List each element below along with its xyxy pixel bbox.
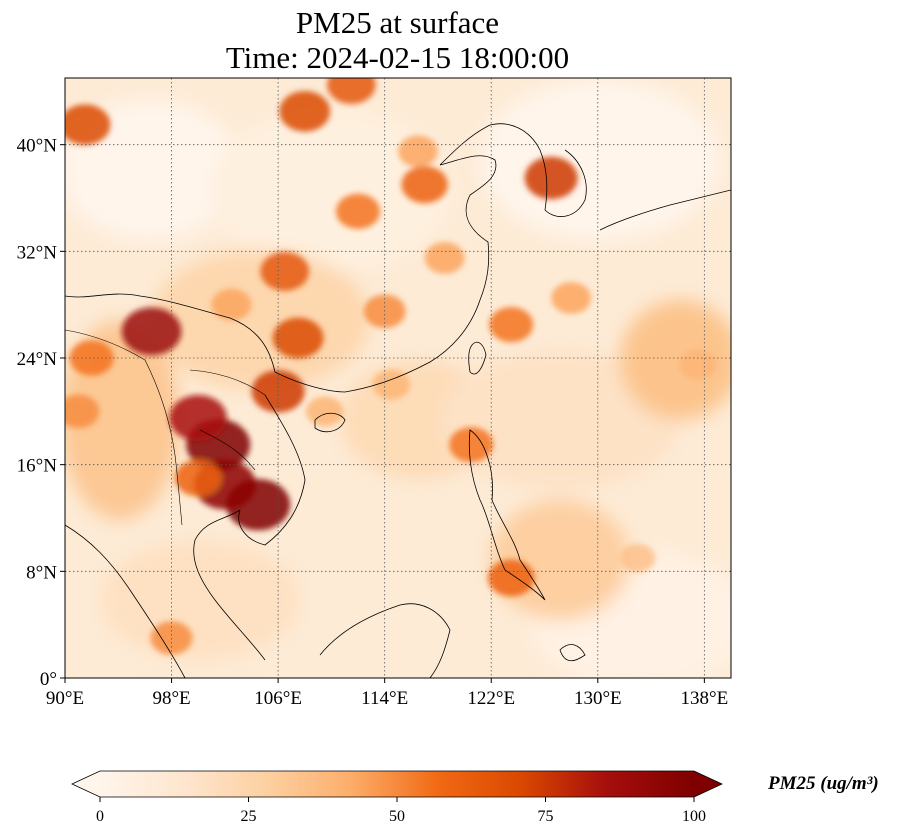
inland-borders [189, 369, 266, 471]
pm25-hotspot [305, 396, 344, 427]
gridlines [65, 78, 731, 678]
philippines-coast [468, 429, 546, 601]
plot-title-line2: Time: 2024-02-15 18:00:00 [225, 40, 570, 75]
vietnam-coast [238, 394, 306, 546]
pm25-hotspot [211, 288, 252, 321]
hainan-coast [314, 412, 346, 433]
pm25-hotspot [69, 340, 114, 376]
pm25-hotspot [272, 317, 324, 359]
colorbar-gradient [100, 771, 694, 797]
pm25-hotspot [620, 543, 656, 573]
china-coast [65, 155, 497, 393]
pm25-hotspot [175, 459, 222, 497]
lon-tick-label: 106°E [254, 688, 302, 709]
map-frame [64, 77, 732, 679]
colorbar-label: PM25 (ug/m³) [768, 773, 879, 794]
pm25-hotspot [424, 242, 465, 274]
colorbar: 0 25 50 75 100 [71, 770, 723, 825]
japan-coast [599, 189, 731, 231]
lon-tick-label: 138°E [681, 688, 729, 709]
colorbar-extend-low [72, 771, 100, 797]
lat-tick-label: 0° [40, 669, 57, 690]
pm25-hotspot [449, 426, 494, 463]
colorbar-tick-label: 50 [389, 808, 405, 825]
pm25-hotspot [121, 307, 182, 356]
lat-tick-label: 40°N [17, 136, 58, 157]
pm25-hotspot [327, 78, 376, 105]
coastlines [65, 123, 731, 678]
pm25-hotspot [169, 395, 227, 441]
lon-tick-label: 130°E [574, 688, 622, 709]
pm25-hotspot [401, 166, 448, 204]
colorbar-tick-label: 0 [96, 808, 104, 825]
lon-tick-label: 90°E [46, 688, 84, 709]
pm25-hotspot [551, 282, 592, 314]
border-lines [65, 329, 183, 526]
pm25-field [65, 78, 731, 678]
colorbar-tick-label: 75 [538, 808, 554, 825]
pm25-hotspot [335, 193, 381, 230]
lon-tick-label: 122°E [467, 688, 515, 709]
latitude-labels: 40°N 32°N 24°N 16°N 8°N 0° [17, 136, 65, 690]
pm25-hotspot [372, 369, 411, 400]
korea-coast [439, 123, 587, 217]
pm25-hotspot [279, 91, 331, 132]
malay-coast [193, 509, 266, 661]
pm25-hotspot [65, 394, 100, 429]
lat-tick-label: 8°N [26, 562, 57, 583]
borneo-coast [319, 603, 451, 678]
pm25-hotspot [524, 156, 578, 200]
pm25-hotspot [488, 559, 535, 597]
lon-tick-label: 98°E [152, 688, 190, 709]
taiwan-coast [468, 341, 487, 375]
pm25-hotspot [678, 349, 717, 380]
lat-tick-label: 16°N [17, 456, 58, 477]
pm25-hotspots [65, 78, 717, 655]
sumatra-coast [65, 524, 186, 678]
plot-title-line1: PM25 at surface [295, 5, 500, 40]
colorbar-tick-label: 25 [241, 808, 257, 825]
lat-tick-label: 32°N [17, 242, 58, 263]
pm25-hotspot [65, 104, 111, 145]
regional-shading [65, 80, 731, 678]
sulawesi-coast [559, 644, 586, 662]
colorbar-ticks: 0 25 50 75 100 [96, 797, 706, 825]
pm25-hotspot [489, 306, 534, 343]
lon-tick-label: 114°E [361, 688, 408, 709]
colorbar-tick-label: 100 [682, 808, 706, 825]
pm25-hotspot [260, 251, 310, 291]
colorbar-extend-high [694, 771, 722, 797]
lat-tick-label: 24°N [17, 349, 58, 370]
longitude-labels: 90°E 98°E 106°E 114°E 122°E 130°E 138°E [46, 678, 728, 709]
pm25-hotspot [398, 135, 438, 168]
